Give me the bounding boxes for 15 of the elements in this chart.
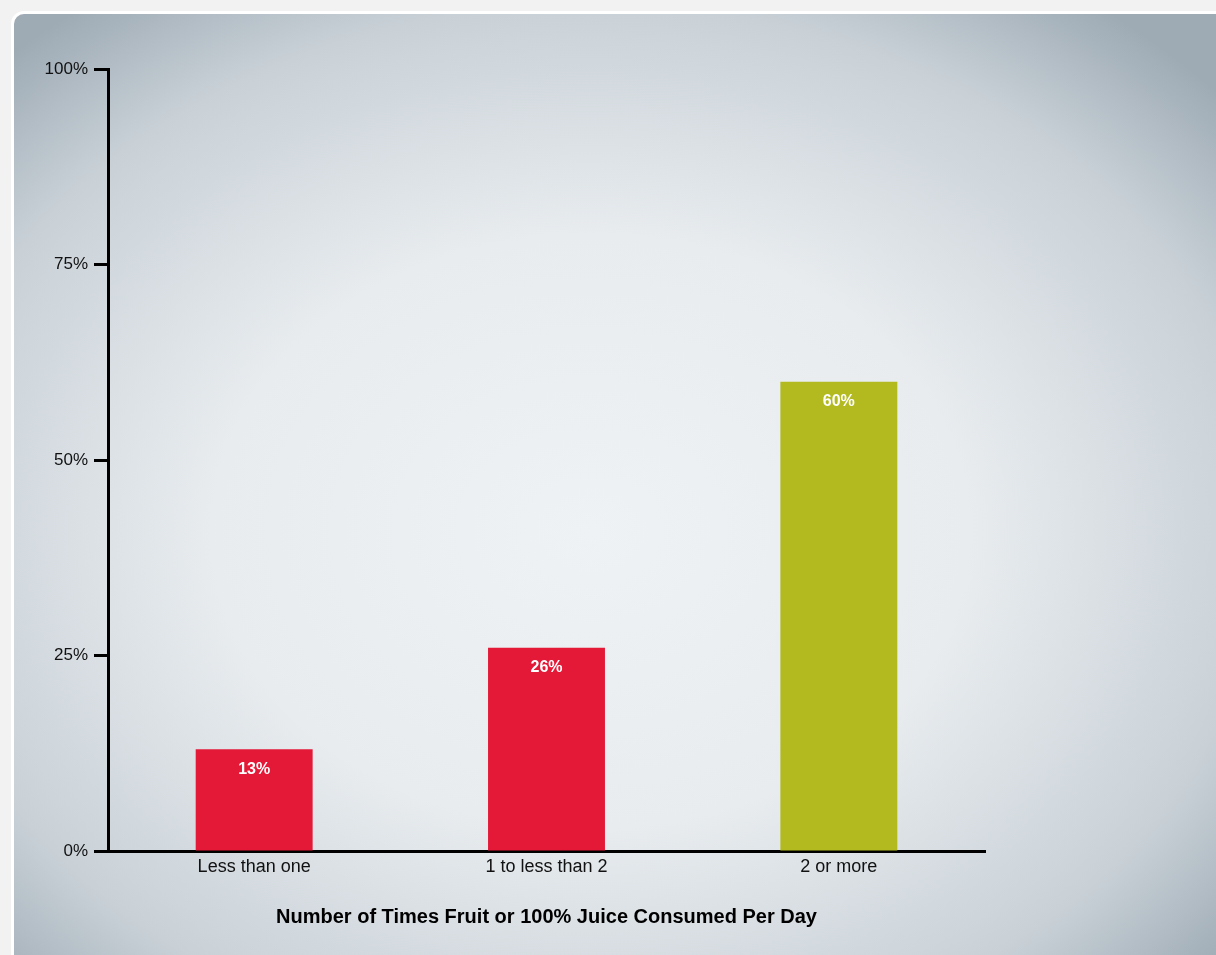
- bar: [780, 381, 898, 851]
- x-axis-title: Number of Times Fruit or 100% Juice Consumed Per Day: [276, 904, 818, 927]
- data-label: 26%: [530, 658, 563, 676]
- y-tick-label: 75%: [53, 254, 88, 274]
- x-tick-label: Less than one: [197, 855, 311, 876]
- y-tick-label: 50%: [53, 449, 88, 469]
- bar: [195, 749, 313, 851]
- bar: [488, 647, 605, 851]
- data-label: 60%: [822, 392, 855, 410]
- data-label: 13%: [238, 759, 271, 777]
- x-tick-label: 1 to less than 2: [485, 855, 608, 876]
- y-tick-label: 100%: [44, 58, 88, 78]
- y-tick-label: 0%: [63, 840, 88, 860]
- x-tick-label: 2 or more: [800, 855, 878, 876]
- y-tick-label: 25%: [53, 645, 88, 665]
